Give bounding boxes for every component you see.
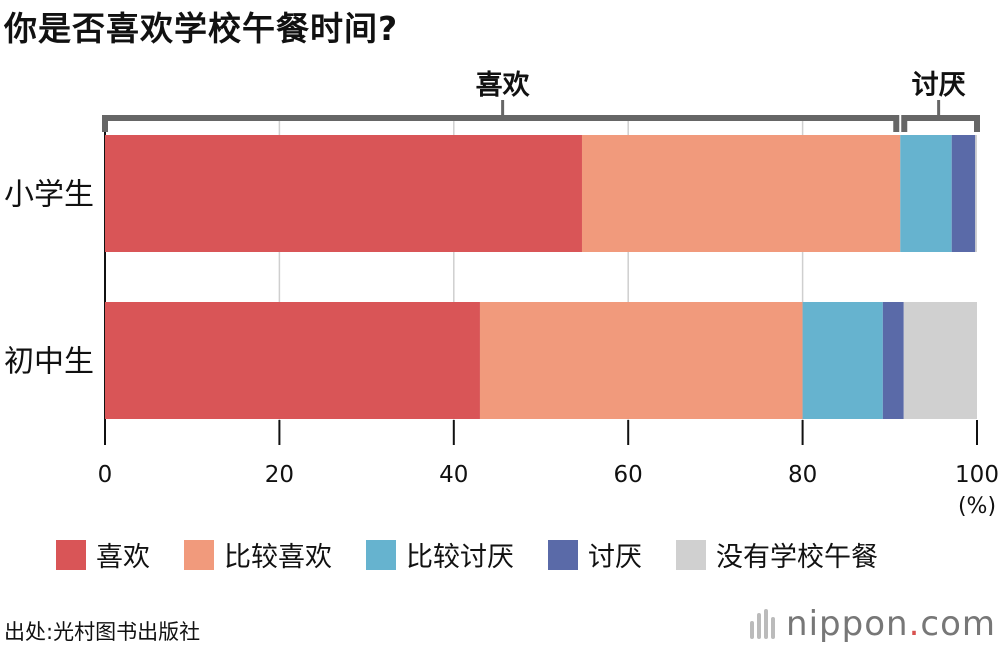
- legend-item: 比较喜欢: [184, 535, 332, 574]
- category-label: 初中生: [4, 345, 94, 380]
- bar-segment: [105, 302, 480, 419]
- x-tick-label: 0: [98, 462, 113, 488]
- x-tick-label: 20: [265, 462, 294, 488]
- x-tick-label: 80: [788, 462, 817, 488]
- legend: 喜欢 比较喜欢 比较讨厌 讨厌 没有学校午餐: [56, 535, 912, 574]
- brand-name: nippon: [786, 604, 909, 644]
- legend-swatch: [366, 539, 396, 570]
- bar-layer: [105, 135, 977, 419]
- legend-label: 讨厌: [588, 542, 642, 573]
- bracket-layer: 喜欢 讨厌: [102, 70, 980, 132]
- brand-dot: .: [908, 604, 921, 644]
- source-note: 出处:光村图书出版社: [4, 620, 201, 644]
- x-tick-label: 60: [614, 462, 643, 488]
- logo-mark-icon: [750, 609, 778, 639]
- bar-segment: [903, 302, 977, 419]
- bar-segment: [900, 135, 952, 252]
- chart-title: 你是否喜欢学校午餐时间?: [4, 9, 399, 48]
- bar-segment: [581, 135, 901, 252]
- bar-segment: [105, 135, 582, 252]
- legend-swatch: [56, 539, 86, 570]
- bracket-label: 喜欢: [476, 70, 531, 101]
- legend-item: 讨厌: [548, 535, 642, 574]
- legend-label: 比较讨厌: [406, 542, 514, 573]
- bar-segment: [479, 302, 803, 419]
- legend-label: 比较喜欢: [224, 542, 332, 573]
- bar-segment: [882, 302, 904, 419]
- bar-segment: [802, 302, 883, 419]
- x-unit-label: (%): [958, 494, 996, 519]
- bracket: 讨厌: [901, 70, 980, 132]
- x-tick-label: 40: [439, 462, 468, 488]
- brand-suffix: com: [920, 604, 996, 644]
- bracket-label: 讨厌: [912, 70, 966, 101]
- legend-swatch: [184, 539, 214, 570]
- legend-item: 喜欢: [56, 535, 150, 574]
- bar-segment: [975, 135, 977, 252]
- brand-logo: nippon. com: [750, 604, 996, 644]
- bracket: 喜欢: [102, 70, 900, 132]
- legend-label: 没有学校午餐: [716, 542, 878, 573]
- legend-item: 没有学校午餐: [676, 535, 878, 574]
- legend-label: 喜欢: [96, 542, 150, 573]
- legend-item: 比较讨厌: [366, 535, 514, 574]
- x-tick-label: 100: [955, 462, 999, 488]
- legend-swatch: [676, 539, 706, 570]
- legend-swatch: [548, 539, 578, 570]
- category-label: 小学生: [4, 178, 94, 213]
- bar-segment: [951, 135, 976, 252]
